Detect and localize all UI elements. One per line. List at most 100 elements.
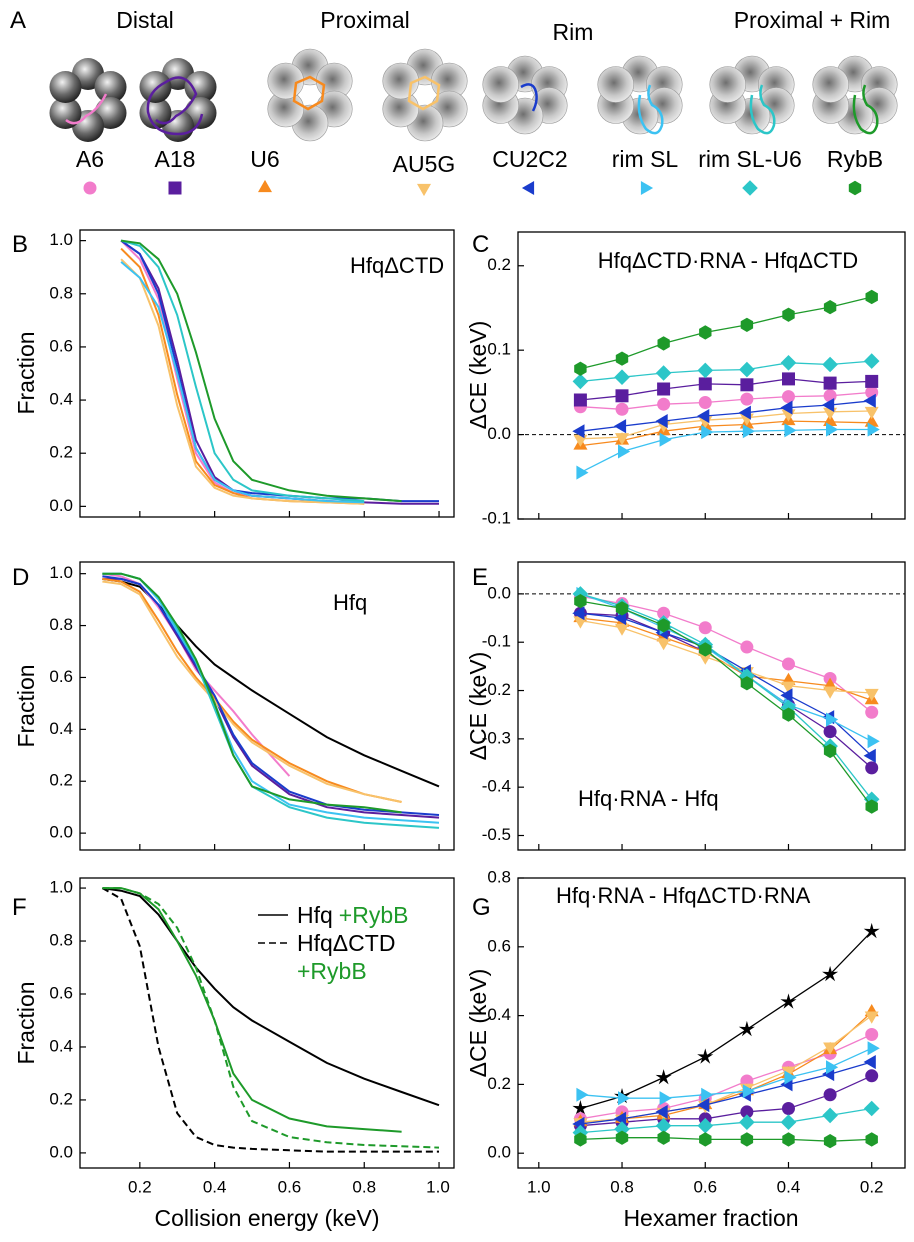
hfq-icon [49,58,127,142]
marker [697,1098,710,1113]
y-tick-label: 0.8 [49,615,73,634]
series-line [580,600,873,807]
marker [738,1020,755,1037]
marker [740,317,754,332]
y-axis-label: Fraction [13,331,39,414]
marker [822,398,835,413]
series-line [580,378,872,401]
marker [823,725,837,739]
y-tick-label: 0.0 [49,1142,73,1161]
marker [863,353,880,369]
chart-title: Hfq·RNA - HfqΔCTD·RNA [556,883,811,908]
plot-frame [79,561,455,851]
panel-letter: A [10,7,26,34]
marker [698,396,712,410]
hfq-subunit [184,71,217,103]
marker [573,393,587,407]
marker [576,1087,589,1102]
marker [781,681,796,694]
legend-marker [417,183,431,197]
marker [826,1060,839,1075]
marker [576,465,589,480]
hfq-icon [709,55,795,135]
y-tick-label: 0.6 [49,983,73,1002]
marker [655,365,672,381]
marker [864,1011,879,1024]
marker [865,1132,878,1147]
marker [782,372,795,386]
series-line [580,1137,872,1142]
series-line [102,580,402,803]
x-tick-label: 0.2 [128,1177,152,1196]
hfq-subunit [139,71,172,103]
marker [574,594,587,609]
marker [822,1107,838,1124]
rna-label: U6 [250,146,279,172]
marker [655,1117,672,1134]
series-line [101,887,439,1153]
hfq-subunit [94,71,127,103]
group-label: Proximal [320,7,409,33]
marker [863,393,876,408]
marker [698,621,712,635]
marker [863,1100,880,1117]
marker [655,414,668,429]
marker [740,378,754,392]
y-tick-label: 0.0 [487,583,511,602]
y-tick-label: 0.2 [49,443,73,462]
series-line [580,593,873,800]
marker [699,642,712,657]
marker [655,1104,668,1119]
series-line [580,1075,872,1127]
marker [867,422,880,437]
marker [573,616,588,629]
marker [574,1132,587,1147]
legend-marker [640,181,654,195]
marker [780,400,793,415]
y-tick-label: -0.1 [482,632,511,651]
y-tick-label: 0.2 [487,255,511,274]
marker [865,761,879,775]
y-tick-label: 0.4 [49,390,73,409]
marker [823,376,837,390]
marker [697,1117,714,1134]
y-tick-label: 0.0 [487,424,511,443]
plot-frame [517,877,906,1169]
chart-title: HfqΔCTD [350,253,444,278]
marker [657,397,671,411]
y-tick-label: 0.4 [49,719,73,738]
marker [615,623,630,636]
marker [615,1130,629,1145]
y-tick-label: -0.3 [482,728,511,747]
y-tick-label: 0.6 [49,667,73,686]
marker [780,355,797,371]
panel-letter: B [12,231,28,258]
marker [865,799,878,814]
y-tick-label: 1.0 [49,563,73,582]
marker [615,433,630,446]
marker [740,640,754,654]
x-tick-label: 0.6 [693,1177,717,1196]
series-line [102,575,440,816]
hfq-icon [482,55,568,135]
rna-strand [146,76,204,136]
x-tick-label: 0.2 [860,1177,884,1196]
y-axis-label: ΔCE (keV) [465,969,491,1078]
series-line [102,577,440,788]
hfq-subunit [482,66,520,103]
marker [740,1105,754,1119]
marker [657,618,670,633]
marker [784,1070,797,1085]
legend-marker [521,181,535,195]
hfq-subunit [49,71,82,103]
marker [780,1114,797,1130]
x-tick-label: 1.0 [527,1177,551,1196]
hfq-icon [267,48,353,142]
marker [865,705,879,719]
chart-title: HfqΔCTD·RNA - HfqΔCTD [598,248,858,273]
marker [739,1114,755,1130]
rna-strand [520,83,538,112]
rna-label: AU5G [393,151,456,177]
panel-letter: C [472,231,489,258]
marker [656,638,671,651]
